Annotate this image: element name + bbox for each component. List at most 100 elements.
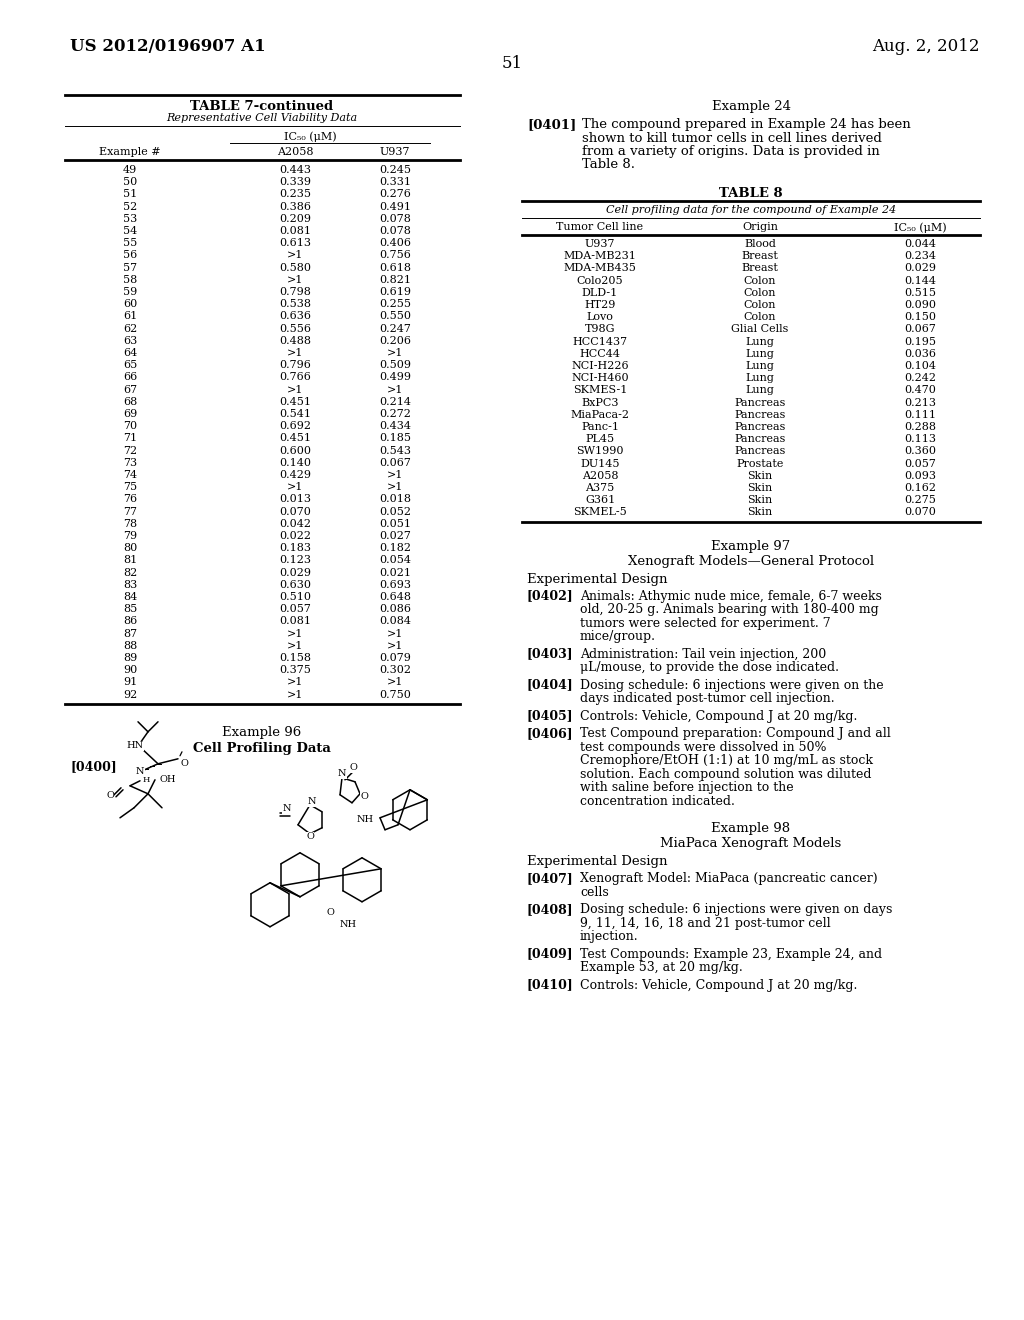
Text: solution. Each compound solution was diluted: solution. Each compound solution was dil…: [580, 768, 871, 780]
Text: 80: 80: [123, 544, 137, 553]
Text: 0.042: 0.042: [279, 519, 311, 529]
Text: >1: >1: [387, 348, 403, 358]
Text: O: O: [326, 908, 334, 917]
Text: 0.111: 0.111: [904, 409, 936, 420]
Text: NH: NH: [339, 920, 356, 929]
Text: [0401]: [0401]: [527, 117, 577, 131]
Text: 49: 49: [123, 165, 137, 176]
Text: [0406]: [0406]: [527, 727, 573, 741]
Text: [0400]: [0400]: [70, 760, 117, 772]
Text: 0.510: 0.510: [279, 591, 311, 602]
Text: Cremophore/EtOH (1:1) at 10 mg/mL as stock: Cremophore/EtOH (1:1) at 10 mg/mL as sto…: [580, 754, 873, 767]
Text: 0.195: 0.195: [904, 337, 936, 347]
Text: 0.104: 0.104: [904, 360, 936, 371]
Text: Lung: Lung: [745, 374, 774, 383]
Text: >1: >1: [387, 628, 403, 639]
Text: 63: 63: [123, 335, 137, 346]
Text: [0403]: [0403]: [527, 648, 573, 660]
Text: Example 53, at 20 mg/kg.: Example 53, at 20 mg/kg.: [580, 961, 742, 974]
Text: Lung: Lung: [745, 348, 774, 359]
Text: 72: 72: [123, 446, 137, 455]
Text: 0.386: 0.386: [279, 202, 311, 211]
Text: >1: >1: [287, 689, 303, 700]
Text: IC₅₀ (μM): IC₅₀ (μM): [894, 222, 946, 232]
Text: [0404]: [0404]: [527, 678, 573, 692]
Text: 0.054: 0.054: [379, 556, 411, 565]
Text: 0.078: 0.078: [379, 226, 411, 236]
Text: N: N: [338, 770, 346, 779]
Text: 64: 64: [123, 348, 137, 358]
Text: 0.044: 0.044: [904, 239, 936, 249]
Text: 89: 89: [123, 653, 137, 663]
Text: Breast: Breast: [741, 251, 778, 261]
Text: 53: 53: [123, 214, 137, 224]
Text: old, 20-25 g. Animals bearing with 180-400 mg: old, 20-25 g. Animals bearing with 180-4…: [580, 603, 879, 616]
Text: 0.029: 0.029: [279, 568, 311, 578]
Text: NCI-H460: NCI-H460: [571, 374, 629, 383]
Text: 0.798: 0.798: [280, 286, 311, 297]
Text: Dosing schedule: 6 injections were given on days: Dosing schedule: 6 injections were given…: [580, 903, 892, 916]
Text: 0.245: 0.245: [379, 165, 411, 176]
Text: 60: 60: [123, 300, 137, 309]
Text: Pancreas: Pancreas: [734, 422, 785, 432]
Text: test compounds were dissolved in 50%: test compounds were dissolved in 50%: [580, 741, 826, 754]
Text: 0.538: 0.538: [279, 300, 311, 309]
Text: 0.434: 0.434: [379, 421, 411, 432]
Text: G361: G361: [585, 495, 615, 506]
Text: 50: 50: [123, 177, 137, 187]
Text: N: N: [308, 797, 316, 807]
Text: O: O: [360, 792, 368, 801]
Text: 0.234: 0.234: [904, 251, 936, 261]
Text: Skin: Skin: [748, 471, 773, 480]
Text: 0.331: 0.331: [379, 177, 411, 187]
Text: 0.550: 0.550: [379, 312, 411, 321]
Text: Experimental Design: Experimental Design: [527, 855, 668, 869]
Text: 0.693: 0.693: [379, 579, 411, 590]
Text: 0.093: 0.093: [904, 471, 936, 480]
Text: Colon: Colon: [743, 313, 776, 322]
Text: 0.821: 0.821: [379, 275, 411, 285]
Text: U937: U937: [585, 239, 615, 249]
Text: Example #: Example #: [99, 147, 161, 157]
Text: Prostate: Prostate: [736, 458, 783, 469]
Text: O: O: [180, 759, 188, 768]
Text: 0.029: 0.029: [904, 264, 936, 273]
Text: 0.491: 0.491: [379, 202, 411, 211]
Text: A2058: A2058: [582, 471, 618, 480]
Text: 0.580: 0.580: [279, 263, 311, 273]
Text: Breast: Breast: [741, 264, 778, 273]
Text: Panc-1: Panc-1: [581, 422, 618, 432]
Text: A2058: A2058: [276, 147, 313, 157]
Text: from a variety of origins. Data is provided in: from a variety of origins. Data is provi…: [582, 145, 880, 158]
Text: PL45: PL45: [586, 434, 614, 445]
Text: HN: HN: [126, 742, 143, 750]
Text: [0407]: [0407]: [527, 873, 573, 886]
Text: [0409]: [0409]: [527, 948, 573, 961]
Text: 90: 90: [123, 665, 137, 676]
Text: U937: U937: [380, 147, 411, 157]
Text: Colon: Colon: [743, 288, 776, 298]
Text: Pancreas: Pancreas: [734, 409, 785, 420]
Text: >1: >1: [287, 275, 303, 285]
Text: Glial Cells: Glial Cells: [731, 325, 788, 334]
Text: tumors were selected for experiment. 7: tumors were selected for experiment. 7: [580, 616, 830, 630]
Text: 0.067: 0.067: [379, 458, 411, 467]
Text: Animals: Athymic nude mice, female, 6-7 weeks: Animals: Athymic nude mice, female, 6-7 …: [580, 590, 882, 603]
Text: DLD-1: DLD-1: [582, 288, 618, 298]
Text: Aug. 2, 2012: Aug. 2, 2012: [872, 38, 980, 55]
Text: 0.443: 0.443: [279, 165, 311, 176]
Text: 71: 71: [123, 433, 137, 444]
Text: 81: 81: [123, 556, 137, 565]
Text: Lung: Lung: [745, 360, 774, 371]
Text: 78: 78: [123, 519, 137, 529]
Text: TABLE 8: TABLE 8: [719, 187, 782, 201]
Text: 66: 66: [123, 372, 137, 383]
Text: 0.078: 0.078: [379, 214, 411, 224]
Text: Xenograft Model: MiaPaca (pancreatic cancer): Xenograft Model: MiaPaca (pancreatic can…: [580, 873, 878, 886]
Text: 0.013: 0.013: [279, 495, 311, 504]
Text: Representative Cell Viability Data: Representative Cell Viability Data: [167, 114, 357, 123]
Text: 0.051: 0.051: [379, 519, 411, 529]
Text: shown to kill tumor cells in cell lines derived: shown to kill tumor cells in cell lines …: [582, 132, 882, 144]
Text: MiaPaca Xenograft Models: MiaPaca Xenograft Models: [660, 837, 842, 850]
Text: 74: 74: [123, 470, 137, 480]
